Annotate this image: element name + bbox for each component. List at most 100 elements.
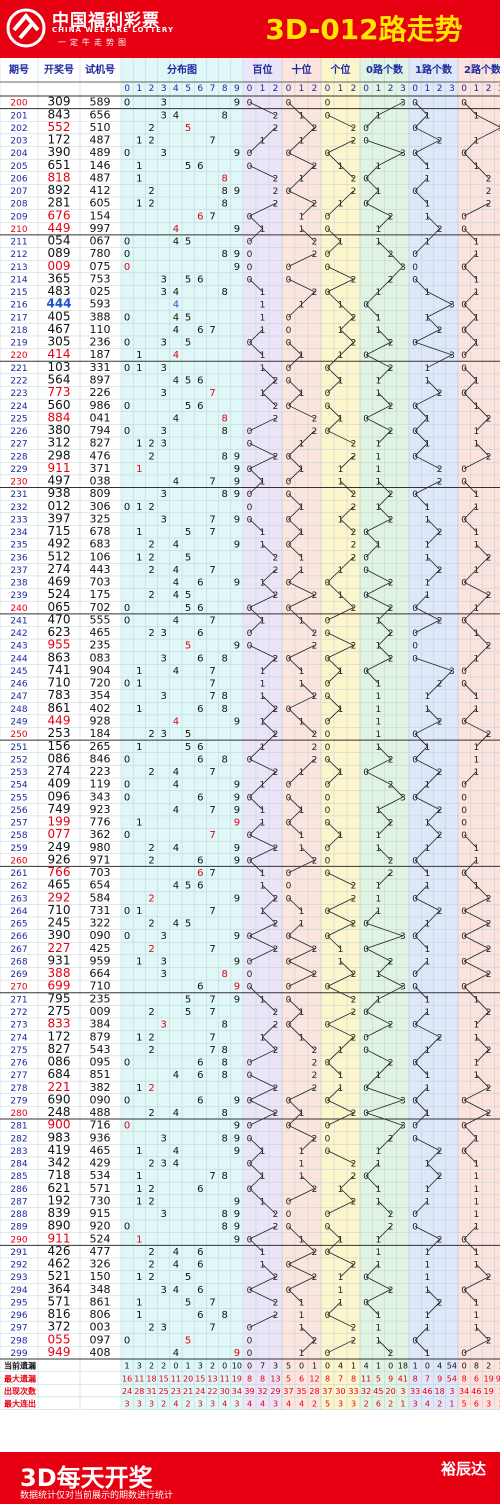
dist-digit: 3 <box>161 287 167 298</box>
trend-line <box>463 910 489 924</box>
dist-digit: 0 <box>124 98 130 109</box>
route-value: 2 <box>486 1084 492 1094</box>
header-sub-digit: 0 <box>461 84 467 94</box>
period-label: 290 <box>10 1235 27 1245</box>
footer-note: 数据统计仅对当前展示的期数进行统计 <box>20 1491 174 1501</box>
trend-line <box>365 771 391 785</box>
dist-digit: 1 <box>136 439 142 450</box>
route-value: 0 <box>286 376 292 386</box>
trend-line <box>327 897 354 911</box>
header-dist-digit: 6 <box>197 84 203 94</box>
route-value: 0 <box>461 351 467 361</box>
stat-value: 18 <box>146 1374 156 1383</box>
trend-line <box>288 973 315 987</box>
trend-line <box>463 379 477 394</box>
stat-value: 7 <box>338 1374 343 1383</box>
trend-line <box>249 329 263 343</box>
dist-digit: 3 <box>161 1133 167 1144</box>
draw-number: 773 <box>48 385 71 399</box>
stat-value: 6 <box>474 1400 479 1409</box>
dist-digit: 8 <box>222 173 228 184</box>
trend-line <box>340 1263 354 1278</box>
trend-line <box>476 114 500 128</box>
dist-digit: 6 <box>197 653 203 664</box>
trend-line <box>463 872 477 886</box>
stat-value: 2 <box>186 1400 191 1409</box>
trend-line <box>249 202 276 217</box>
test-number: 986 <box>90 399 111 412</box>
route-value: 0 <box>461 149 467 159</box>
period-label: 259 <box>10 844 27 854</box>
trend-line <box>288 1251 315 1265</box>
dist-digit: 4 <box>173 805 179 816</box>
draw-number: 524 <box>48 587 71 601</box>
dist-digit: 9 <box>234 1146 240 1157</box>
route-value: 2 <box>437 1147 443 1157</box>
route-value: 1 <box>299 1172 305 1182</box>
dist-digit: 2 <box>148 1323 154 1334</box>
trend-line <box>463 253 477 267</box>
route-value: 2 <box>351 1336 357 1346</box>
period-label: 293 <box>10 1273 27 1283</box>
draw-number: 839 <box>48 1206 71 1220</box>
stat-value: 5 <box>376 1374 381 1383</box>
route-value: 2 <box>388 1210 394 1220</box>
dist-digit: 8 <box>222 1310 228 1321</box>
draw-number: 560 <box>48 398 71 412</box>
trend-line <box>463 834 477 848</box>
route-value: 2 <box>312 288 318 298</box>
dist-digit: 7 <box>209 1032 215 1043</box>
trend-line <box>301 1327 315 1341</box>
trend-line <box>288 771 302 785</box>
route-value: 1 <box>338 667 344 677</box>
route-value: 0 <box>461 718 467 728</box>
route-value: 2 <box>273 553 279 563</box>
route-value: 1 <box>260 667 266 677</box>
route-value: 0 <box>247 642 253 652</box>
trend-line <box>327 1023 354 1038</box>
route-value: 2 <box>312 856 318 866</box>
route-value: 0 <box>286 819 292 829</box>
route-value: 0 <box>363 566 369 576</box>
stat-value: 15 <box>159 1374 169 1383</box>
route-value: 1 <box>474 137 480 147</box>
route-value: 0 <box>325 225 331 235</box>
test-number: 041 <box>90 411 111 424</box>
route-value: 2 <box>486 642 492 652</box>
group-column-bg <box>321 58 360 1410</box>
trend-line <box>249 1289 276 1303</box>
trend-line <box>262 910 276 924</box>
route-value: 0 <box>461 364 467 374</box>
route-value: 2 <box>388 579 394 589</box>
route-value: 0 <box>286 313 292 323</box>
route-value: 1 <box>376 111 382 121</box>
trend-line <box>365 1263 379 1278</box>
dist-digit: 4 <box>173 413 179 424</box>
route-value: 1 <box>376 907 382 917</box>
dist-digit: 9 <box>234 717 240 728</box>
dist-digit: 2 <box>148 1159 154 1170</box>
stat-value: 22 <box>207 1387 217 1396</box>
trend-line <box>463 102 477 116</box>
trend-line <box>262 733 276 747</box>
trend-line <box>288 455 302 469</box>
period-label: 213 <box>10 263 27 273</box>
trend-line <box>288 354 302 368</box>
route-value: 2 <box>388 869 394 879</box>
route-value: 0 <box>325 932 331 942</box>
test-number: 119 <box>90 778 111 791</box>
dist-digit: 7 <box>209 477 215 488</box>
route-value: 1 <box>299 1160 305 1170</box>
route-value: 1 <box>376 642 382 652</box>
trend-line <box>262 897 276 911</box>
dist-digit: 2 <box>148 136 154 147</box>
trend-line <box>365 758 391 773</box>
trend-line <box>463 1238 477 1252</box>
route-value: 1 <box>474 162 480 172</box>
draw-number: 009 <box>48 259 71 273</box>
test-number: 593 <box>90 298 111 311</box>
dist-digit: 8 <box>222 969 228 980</box>
route-value: 0 <box>461 579 467 589</box>
stat-value: 19 <box>484 1387 494 1396</box>
